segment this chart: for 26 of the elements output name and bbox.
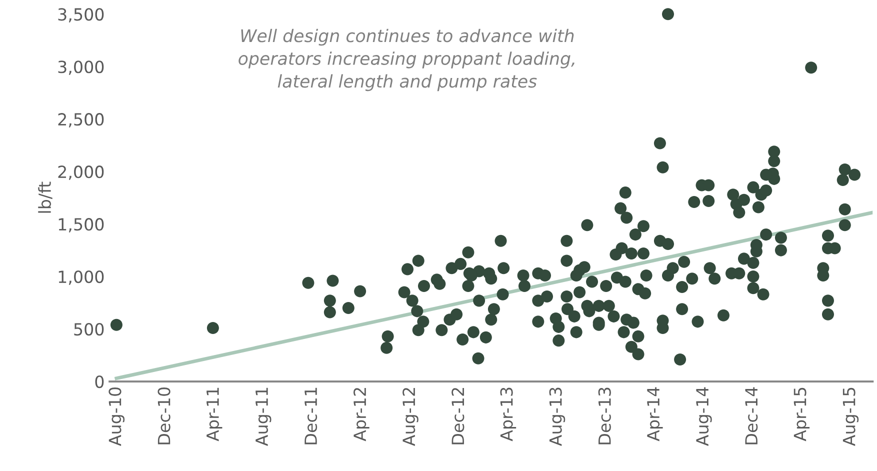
x-tick-label: Aug-12 — [402, 388, 418, 446]
x-tick-label: Dec-14 — [745, 387, 758, 444]
y-tick-label: 1,000 — [58, 270, 104, 285]
x-tick-label: Apr-13 — [500, 388, 516, 442]
x-tick-label: Apr-14 — [647, 387, 663, 442]
x-tick-label: Aug-15 — [842, 388, 859, 446]
x-tick-label: Apr-15 — [794, 388, 810, 442]
y-tick-label: 1,500 — [58, 218, 104, 232]
y-tick-label: 2,000 — [58, 166, 104, 180]
y-axis-title: lb/ft — [38, 182, 52, 213]
y-tick-label: 2,500 — [58, 113, 104, 128]
annotation: Well design continues to advance with operators increasing proppant loading, lateral length and pump rates — [238, 28, 574, 92]
y-tick-label: 500 — [74, 322, 104, 336]
x-tick-label: Dec-11 — [304, 388, 318, 444]
y-tick-label: 3,500 — [58, 8, 104, 22]
x-tick-label: Aug-13 — [549, 388, 566, 446]
y-tick-label: 3,000 — [58, 60, 104, 75]
x-tick-label: Aug-11 — [256, 388, 272, 446]
x-tick-label: Dec-12 — [452, 388, 464, 444]
x-tick-label: Apr-12 — [354, 388, 370, 442]
x-tick-label: Apr-11 — [206, 388, 222, 442]
y-tick-label: 0 — [95, 375, 104, 388]
x-tick-label: Aug-14 — [696, 387, 712, 446]
x-tick-label: Aug-10 — [108, 387, 125, 446]
x-tick-label: Dec-13 — [598, 388, 611, 444]
x-tick-label: Dec-10 — [158, 387, 170, 444]
